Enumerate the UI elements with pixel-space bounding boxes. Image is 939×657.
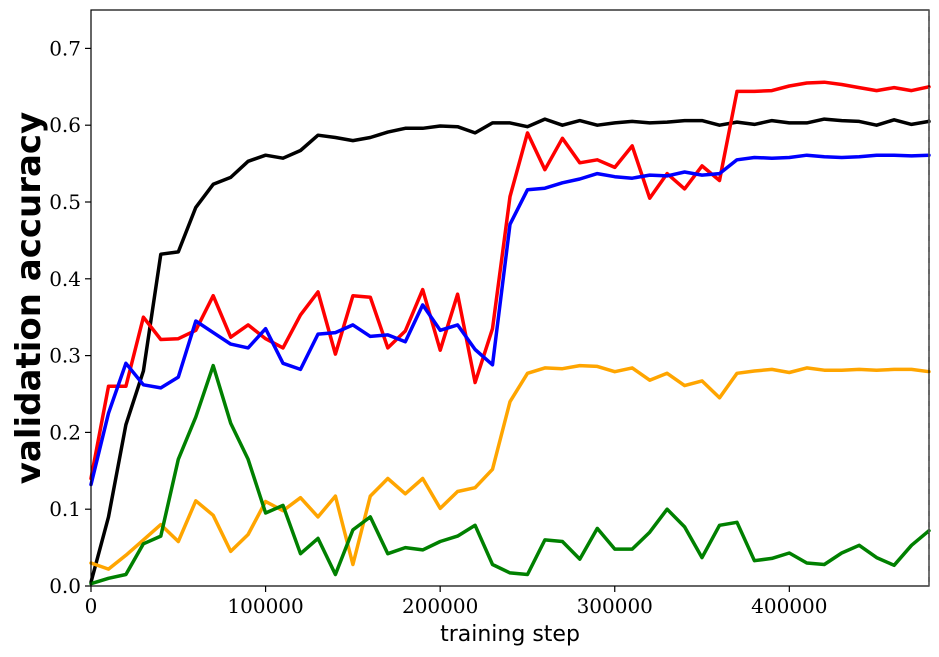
y-tick-label: 0.1 bbox=[49, 497, 81, 521]
y-tick-label: 0.2 bbox=[49, 420, 81, 444]
x-tick-label: 100000 bbox=[227, 594, 303, 618]
series-line-2 bbox=[89, 153, 931, 487]
x-tick-label: 200000 bbox=[402, 594, 478, 618]
series-lines bbox=[89, 80, 931, 586]
y-tick-label: 0.3 bbox=[49, 344, 81, 368]
plot-frame bbox=[90, 9, 930, 587]
y-tick-label: 0.6 bbox=[49, 113, 81, 137]
y-tick-label: 0.7 bbox=[49, 36, 81, 60]
series-line-1 bbox=[89, 80, 931, 481]
y-axis-ticks: 0.0 0.1 0.2 0.3 0.4 0.5 0.6 0.7 bbox=[49, 36, 91, 598]
x-axis-ticks: 0 100000 200000 300000 400000 bbox=[85, 586, 828, 618]
series-line-0 bbox=[89, 117, 931, 584]
series-line-4 bbox=[89, 363, 931, 586]
y-tick-label: 0.4 bbox=[49, 267, 81, 291]
y-tick-label: 0.5 bbox=[49, 190, 81, 214]
y-tick-label: 0.0 bbox=[49, 574, 81, 598]
x-axis-title: training step bbox=[440, 622, 580, 647]
x-tick-label: 300000 bbox=[577, 594, 653, 618]
x-tick-label: 400000 bbox=[751, 594, 827, 618]
y-axis-title: validation accuracy bbox=[9, 112, 49, 485]
series-line-3 bbox=[89, 363, 931, 571]
x-tick-label: 0 bbox=[85, 594, 98, 618]
